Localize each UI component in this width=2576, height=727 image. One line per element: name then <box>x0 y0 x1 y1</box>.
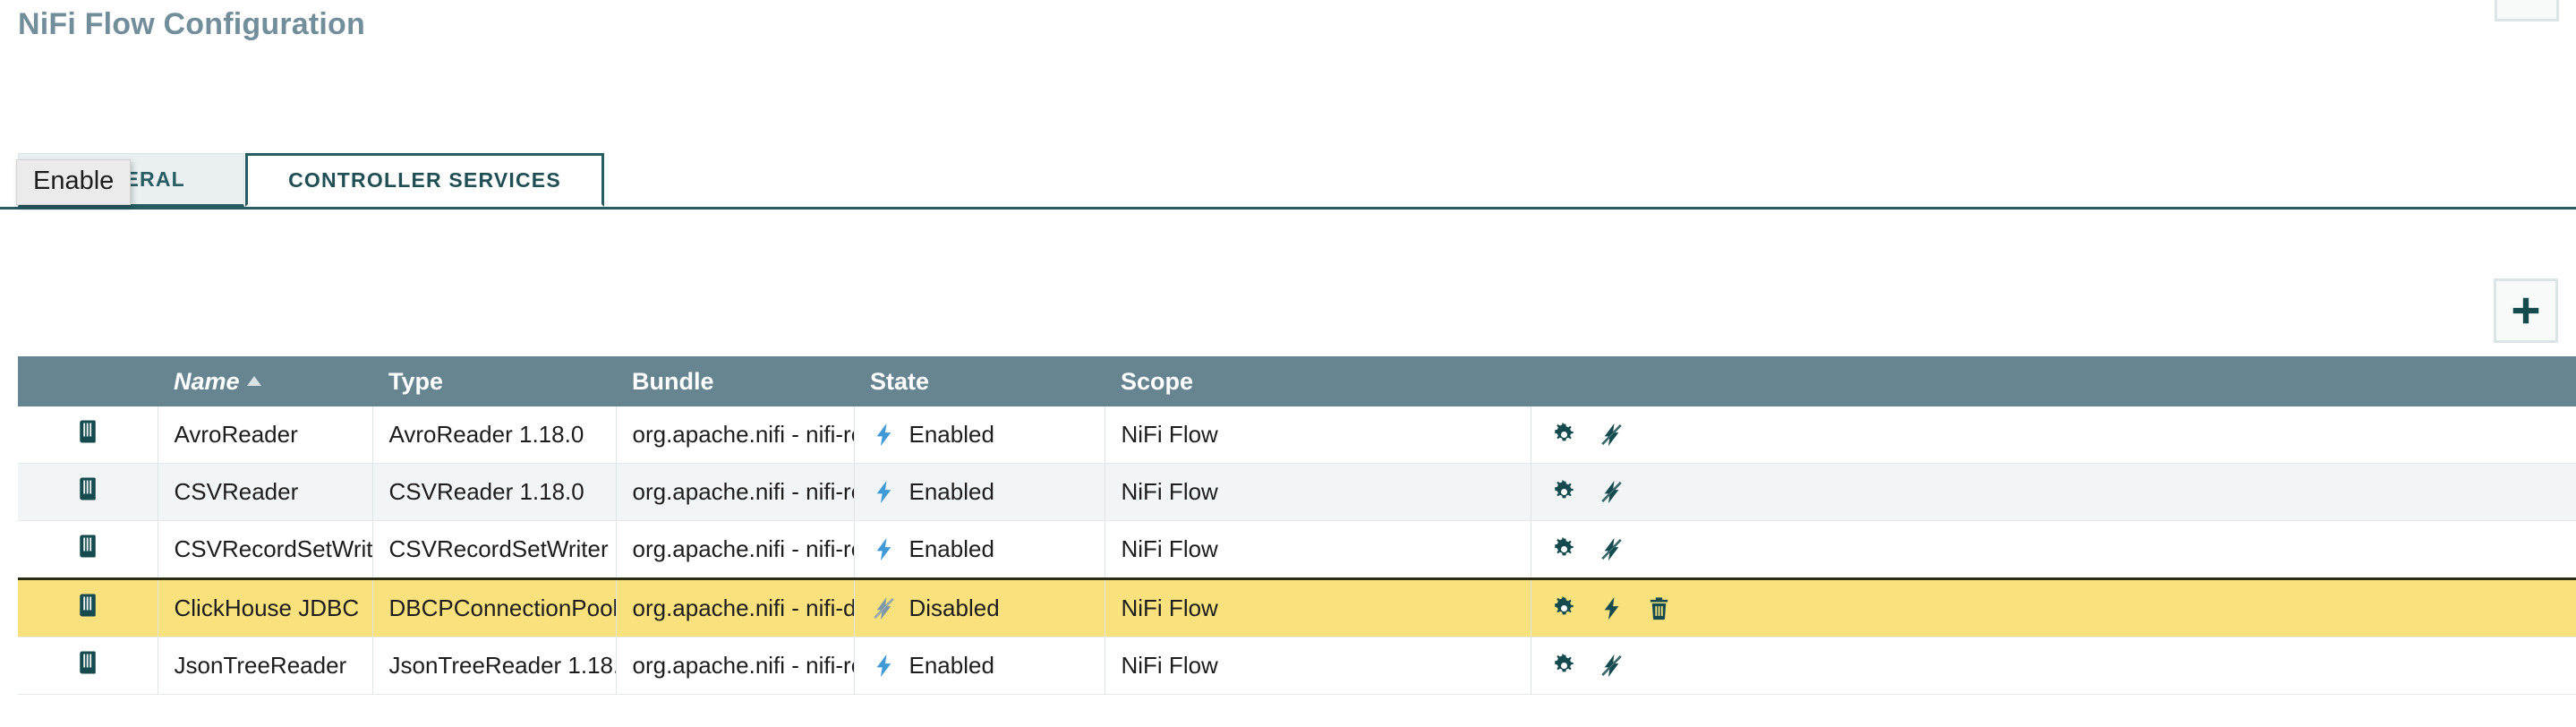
cell-name: ClickHouse JDBC <box>158 577 373 637</box>
cell-type: AvroReader 1.18.0 <box>372 406 617 464</box>
cell-type: JsonTreeReader 1.18.0 <box>372 637 617 695</box>
column-header-type[interactable]: Type <box>372 356 616 406</box>
cell-name: CSVRecordSetWriter <box>158 520 373 579</box>
tab-bar-underline <box>0 207 2576 210</box>
bolt-slash-icon[interactable] <box>1599 653 1625 679</box>
cell-actions <box>1531 463 2576 521</box>
cell-scope: NiFi Flow <box>1105 463 1531 521</box>
column-header-doc[interactable] <box>18 356 158 406</box>
cell-documentation[interactable] <box>18 577 158 637</box>
sort-ascending-icon <box>246 375 261 386</box>
cell-actions <box>1531 637 2576 695</box>
bolt-slash-icon <box>871 595 897 621</box>
cell-state: Enabled <box>854 637 1105 695</box>
cell-state: Enabled <box>854 406 1105 464</box>
table-body: AvroReader AvroReader 1.18.0 org.apache.ni… <box>18 406 2576 695</box>
table-row[interactable]: JsonTreeReader JsonTreeReader 1.18.0 org.a… <box>18 637 2576 695</box>
enable-tooltip: Enable <box>16 159 132 205</box>
status-badge: Enabled <box>908 535 994 562</box>
gear-icon[interactable] <box>1551 536 1577 562</box>
column-header-bundle[interactable]: Bundle <box>616 356 854 406</box>
cell-name: CSVReader <box>158 463 373 521</box>
table-header: Name Type Bundle State Scope <box>18 356 2576 406</box>
bolt-slash-icon[interactable] <box>1599 479 1625 505</box>
table-header-row: Name Type Bundle State Scope <box>18 356 2576 406</box>
trash-icon[interactable] <box>1646 595 1672 621</box>
cell-documentation[interactable] <box>18 406 158 464</box>
cell-scope: NiFi Flow <box>1105 577 1531 637</box>
plus-icon <box>2509 294 2543 328</box>
table-row[interactable]: AvroReader AvroReader 1.18.0 org.apache.ni… <box>18 406 2576 464</box>
cell-state: Enabled <box>854 463 1105 521</box>
cell-state: Enabled <box>854 520 1105 579</box>
status-badge: Enabled <box>908 421 994 448</box>
controller-services-table: Name Type Bundle State Scope AvroReader A… <box>18 356 2576 695</box>
bolt-slash-icon[interactable] <box>1599 422 1625 448</box>
cell-scope: NiFi Flow <box>1105 637 1531 695</box>
book-icon[interactable] <box>74 592 101 619</box>
cell-name: JsonTreeReader <box>158 637 373 695</box>
cell-actions <box>1531 577 2576 637</box>
gear-icon[interactable] <box>1551 479 1577 505</box>
controller-services-table-container: Name Type Bundle State Scope AvroReader A… <box>18 356 2576 695</box>
bolt-icon[interactable] <box>1599 595 1625 621</box>
bolt-icon <box>871 479 897 505</box>
column-header-state[interactable]: State <box>854 356 1105 406</box>
cell-documentation[interactable] <box>18 637 158 695</box>
status-badge: Disabled <box>908 594 1000 621</box>
cell-bundle: org.apache.nifi - nifi-dbcp-se... <box>616 577 855 637</box>
column-header-name-label: Name <box>174 367 240 395</box>
book-icon[interactable] <box>74 533 101 560</box>
cell-bundle: org.apache.nifi - nifi-record-... <box>616 406 855 464</box>
bolt-icon <box>871 422 897 448</box>
cell-bundle: org.apache.nifi - nifi-record-... <box>616 463 855 521</box>
cell-bundle: org.apache.nifi - nifi-record-... <box>616 520 855 579</box>
gear-icon[interactable] <box>1551 595 1577 621</box>
bolt-slash-icon[interactable] <box>1599 536 1625 562</box>
top-right-partial-button[interactable] <box>2495 0 2559 21</box>
add-controller-service-button[interactable] <box>2494 278 2558 343</box>
column-header-actions <box>1531 356 2576 406</box>
table-row[interactable]: CSVReader CSVReader 1.18.0 org.apache.nifi… <box>18 463 2576 521</box>
bolt-icon <box>871 536 897 562</box>
page-title: NiFi Flow Configuration <box>18 7 365 41</box>
column-header-scope[interactable]: Scope <box>1105 356 1531 406</box>
gear-icon[interactable] <box>1551 653 1577 679</box>
status-badge: Enabled <box>908 478 994 505</box>
cell-documentation[interactable] <box>18 520 158 579</box>
cell-name: AvroReader <box>158 406 373 464</box>
book-icon[interactable] <box>74 649 101 676</box>
cell-actions <box>1531 406 2576 464</box>
book-icon[interactable] <box>74 418 101 445</box>
cell-state: Disabled <box>854 577 1105 637</box>
cell-type: CSVReader 1.18.0 <box>372 463 617 521</box>
cell-bundle: org.apache.nifi - nifi-record-... <box>616 637 855 695</box>
book-icon[interactable] <box>74 475 101 502</box>
column-header-name[interactable]: Name <box>158 356 372 406</box>
cell-documentation[interactable] <box>18 463 158 521</box>
gear-icon[interactable] <box>1551 422 1577 448</box>
bolt-icon <box>871 653 897 679</box>
cell-type: DBCPConnectionPool 1.18.0 <box>372 577 617 637</box>
tab-bar: GENERAL CONTROLLER SERVICES <box>0 153 2576 210</box>
tab-controller-services[interactable]: CONTROLLER SERVICES <box>245 153 604 207</box>
status-badge: Enabled <box>908 652 994 679</box>
cell-type: CSVRecordSetWriter 1.18.0 <box>372 520 617 579</box>
cell-scope: NiFi Flow <box>1105 520 1531 579</box>
cell-actions <box>1531 520 2576 579</box>
cell-scope: NiFi Flow <box>1105 406 1531 464</box>
